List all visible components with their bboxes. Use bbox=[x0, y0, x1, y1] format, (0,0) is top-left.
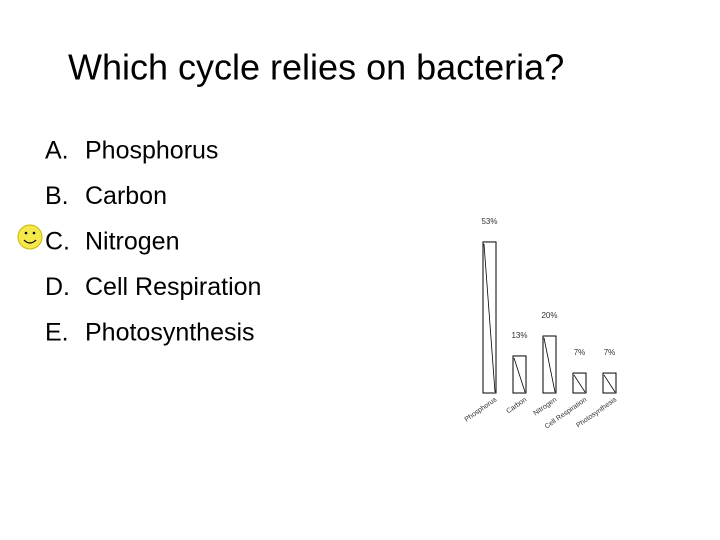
bar-shade bbox=[603, 374, 616, 393]
option-text: Photosynthesis bbox=[85, 319, 255, 347]
value-label: 53% bbox=[481, 217, 497, 226]
value-label: 20% bbox=[541, 311, 557, 320]
smiley bbox=[17, 224, 43, 250]
option-letter: C. bbox=[45, 228, 70, 256]
option-text: Nitrogen bbox=[85, 228, 180, 256]
bar-shade bbox=[483, 243, 496, 393]
value-label: 7% bbox=[604, 348, 616, 357]
bar-shade bbox=[573, 374, 586, 393]
bar-shade bbox=[543, 337, 556, 393]
bar-shade bbox=[513, 357, 526, 393]
option-letter: B. bbox=[45, 182, 69, 210]
option-letter: E. bbox=[45, 319, 69, 347]
option-text: Carbon bbox=[85, 182, 167, 210]
option-letter: D. bbox=[45, 273, 70, 301]
slide-title: Which cycle relies on bacteria? bbox=[68, 47, 564, 88]
value-label: 13% bbox=[511, 331, 527, 340]
option-letter: A. bbox=[45, 137, 69, 165]
value-label: 7% bbox=[574, 348, 586, 357]
option-text: Phosphorus bbox=[85, 137, 218, 165]
option-text: Cell Respiration bbox=[85, 273, 261, 301]
